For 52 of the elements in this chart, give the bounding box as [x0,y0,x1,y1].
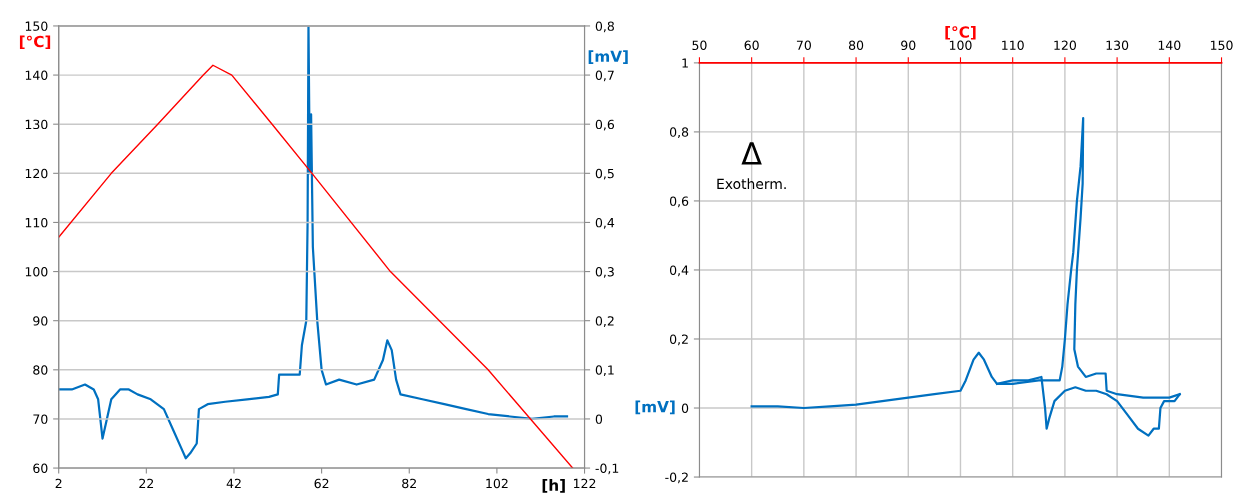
y-tick-label: 1 [682,58,688,68]
x-tick-label: 22 [139,478,154,488]
y2-tick-label: 0,1 [595,365,614,377]
y2-tick-label: 0,7 [595,70,614,82]
x-tick-label: 120 [1054,40,1076,51]
x-tick-label: 100 [949,40,972,51]
x-axis-title: [°C] [945,25,976,40]
annotation: Exotherm. [717,178,786,190]
y2-tick-label: 0,2 [595,316,614,327]
x-tick-label: 62 [314,478,329,489]
y-tick-label: 100 [25,267,48,277]
y-tick-label: 0,8 [669,127,689,139]
x-tick-label: 122 [573,478,596,488]
y-tick-label: 140 [25,70,48,80]
x-tick-label: 130 [1106,40,1129,51]
y-tick-label: 130 [25,119,48,130]
y2-tick-label: 0,3 [595,267,614,278]
x-tick-label: 60 [744,40,759,51]
y2-tick-label: 0,5 [595,168,614,180]
x-tick-label: 2 [55,478,62,488]
y-tick-label: 120 [25,168,48,179]
y-tick-label: 80 [33,365,48,375]
y2-tick-label: -0,1 [595,463,619,475]
y2-tick-label: 0,6 [595,119,615,131]
y2-tick-label: 0,8 [595,21,614,33]
x-tick-label: 140 [1158,40,1181,51]
y-tick-label: 70 [33,414,48,424]
y-tick-label: 0,6 [669,196,689,208]
x-tick-label: 102 [486,478,508,489]
y-axis-title: [mV] [635,400,675,415]
x-axis-title: [h] [542,479,565,493]
x-tick-label: 50 [692,40,707,51]
x-tick-label: 90 [901,40,916,51]
annotation: Δ [741,142,762,165]
x-tick-label: 110 [1002,40,1024,51]
y2-tick-label: 0 [595,414,603,424]
y-tick-label: 0,2 [669,334,688,346]
y2-axis-title: [mV] [588,50,628,64]
y-tick-label: 0,4 [669,265,689,277]
x-tick-label: 82 [402,478,416,489]
y2-tick-label: 0,4 [595,217,615,229]
x-tick-label: 42 [226,478,241,488]
y-tick-label: 150 [25,21,48,31]
y-tick-label: 60 [33,463,48,473]
x-tick-label: 80 [848,40,864,51]
y-tick-label: -0,2 [665,472,688,484]
y-axis-title: [°C] [19,35,51,50]
y-tick-label: 0 [681,403,689,413]
x-tick-label: 150 [1210,40,1233,51]
x-tick-label: 70 [796,40,811,51]
y-tick-label: 90 [33,316,48,326]
y-tick-label: 110 [25,217,48,228]
